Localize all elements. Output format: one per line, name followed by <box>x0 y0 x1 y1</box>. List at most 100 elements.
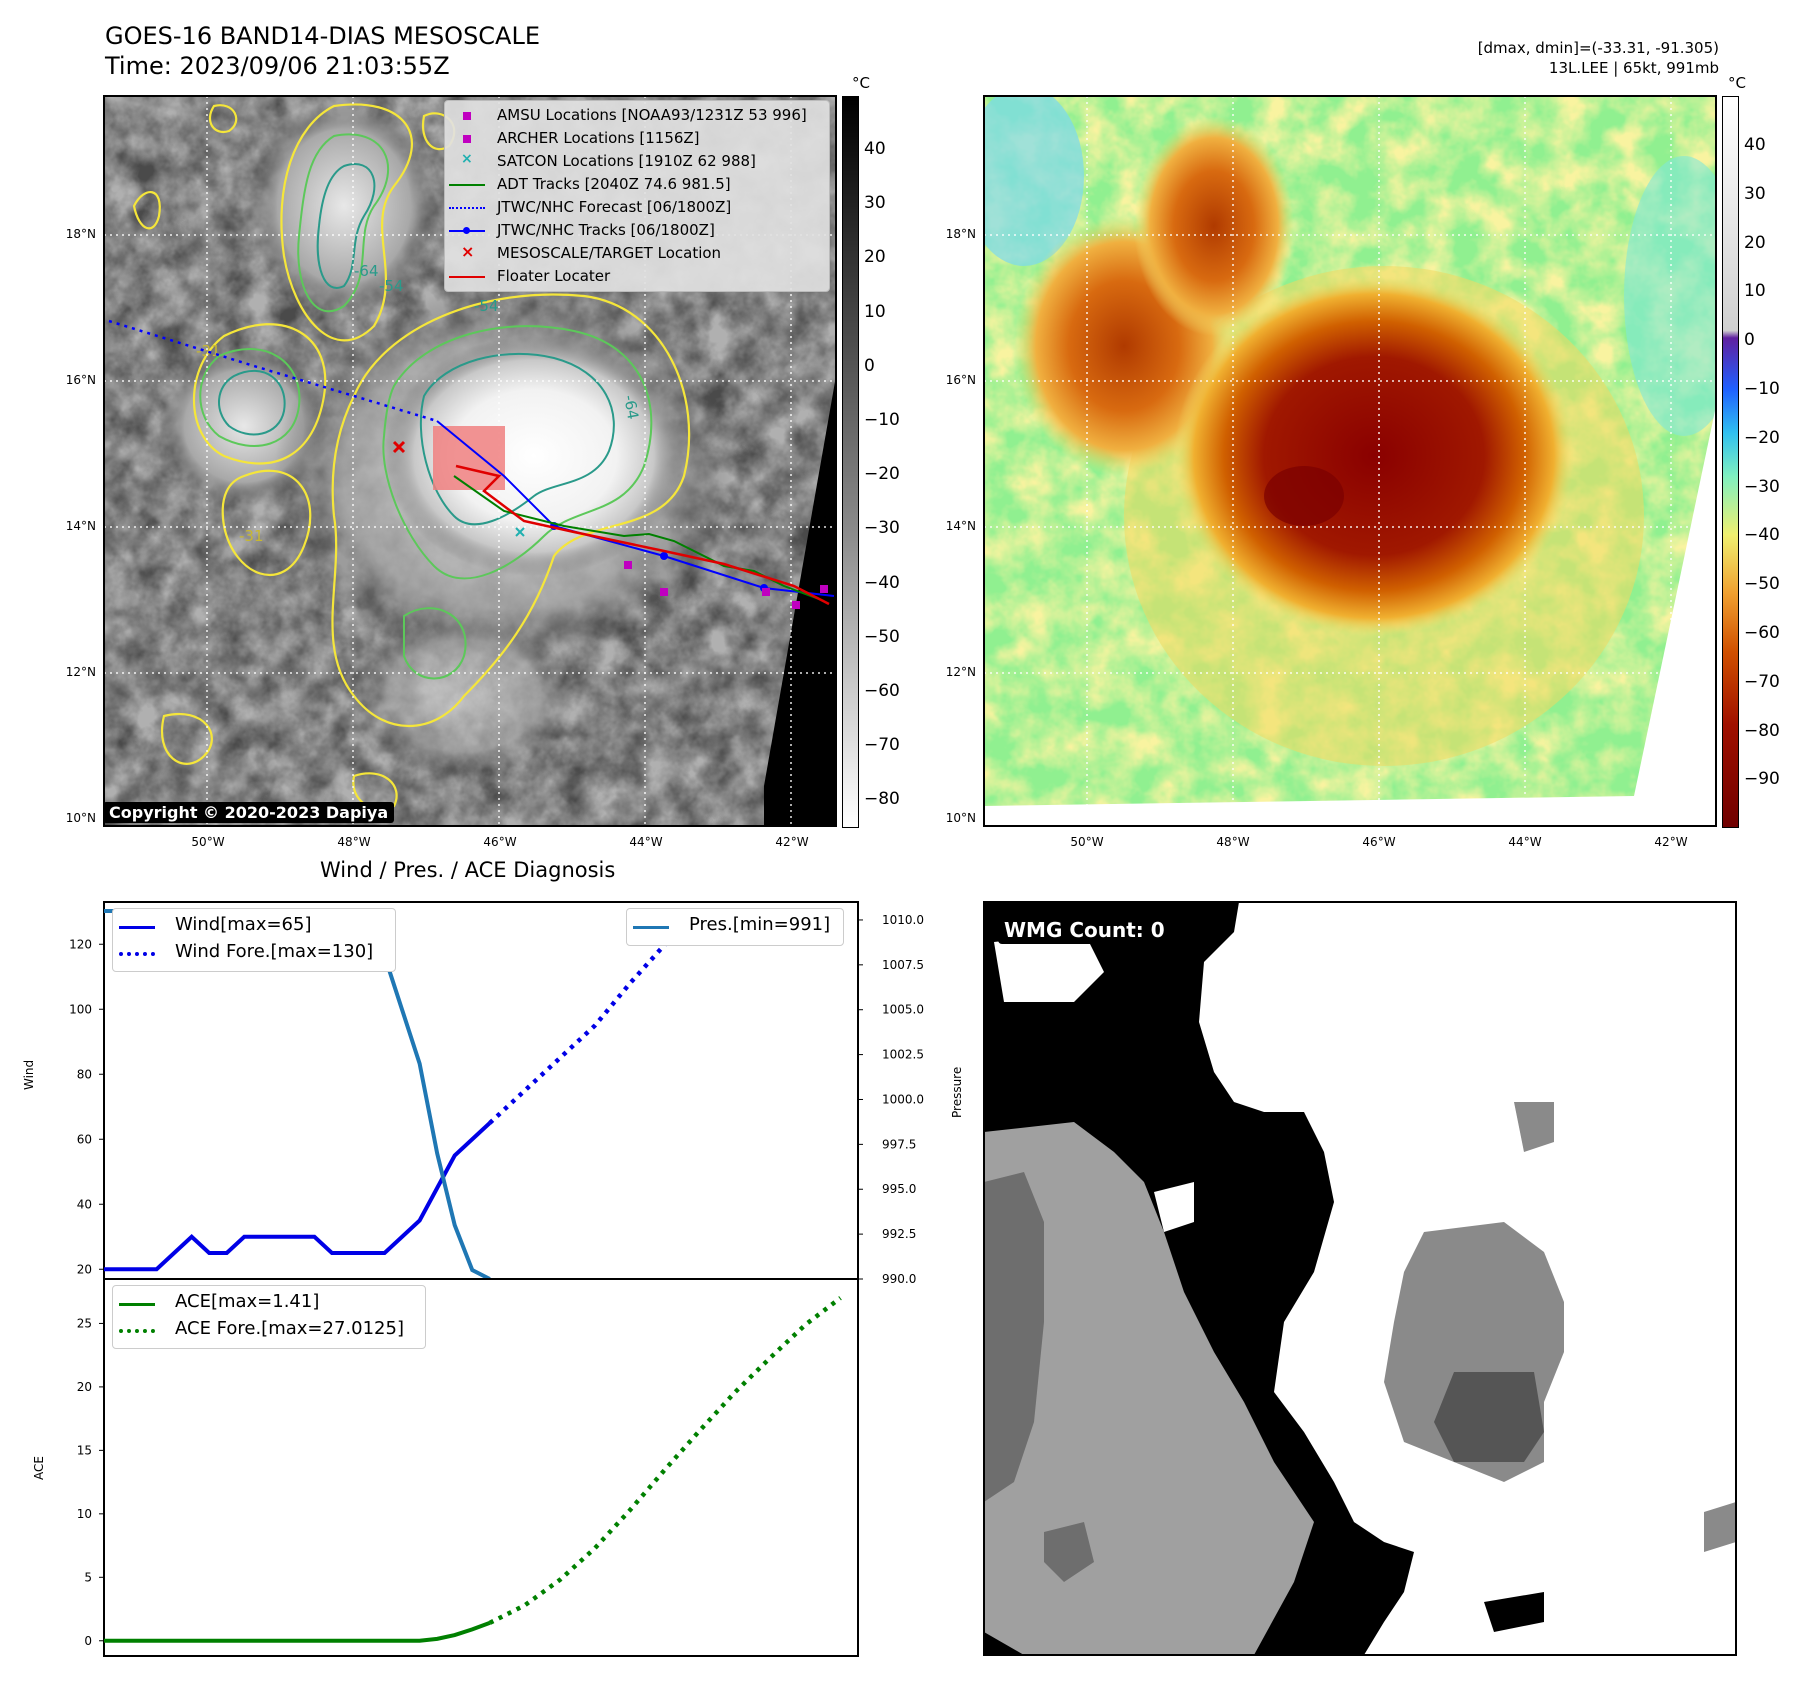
y-tick-label: 120 <box>69 937 92 951</box>
y-right-tick-label: 992.5 <box>882 1227 916 1241</box>
dmax-dmin-text: [dmax, dmin]=(-33.31, -91.305) <box>1477 39 1719 57</box>
jtwc-forecast-line-icon <box>449 207 485 209</box>
lon-label: 50°W <box>191 835 225 849</box>
y-tick-label: 0 <box>84 1634 92 1648</box>
archer-marker-icon <box>463 135 471 143</box>
ace-forecast-line-icon <box>119 1329 155 1333</box>
colorbar-tick: 30 <box>864 193 886 214</box>
contour-label: -64 <box>620 394 642 421</box>
floater-locator-track <box>455 464 830 606</box>
color-colorbar <box>1722 96 1739 828</box>
y-right-tick-label: 990.0 <box>882 1272 916 1286</box>
series-line-ace <box>104 1620 491 1643</box>
y-tick-label: 60 <box>77 1132 92 1146</box>
wmg-frame <box>983 901 1737 1656</box>
series-line-wind <box>104 1121 492 1272</box>
colorbar-tick: −90 <box>1744 769 1780 790</box>
colorbar-tick: −30 <box>864 518 900 539</box>
legend-amsu: AMSU Locations [NOAA93/1231Z 53 996] <box>497 106 807 124</box>
contour-label: -54 <box>474 297 499 315</box>
jtwc-track-dot-icon <box>463 227 470 234</box>
lat-label: 14°N <box>945 519 976 533</box>
colorbar-tick: −80 <box>1744 720 1780 741</box>
ace-legend: ACE[max=1.41] ACE Fore.[max=27.0125] <box>112 1285 426 1349</box>
y-tick-label: 100 <box>69 1002 92 1016</box>
colorbar-tick: −70 <box>1744 671 1780 692</box>
adt-line-icon <box>449 184 485 186</box>
colorbar-tick: 10 <box>864 301 886 322</box>
legend-archer: ARCHER Locations [1156Z] <box>497 129 700 147</box>
colorbar-tick: −40 <box>864 572 900 593</box>
lon-label: 42°W <box>775 835 809 849</box>
target-marker-icon: × <box>461 242 475 261</box>
lon-label: 42°W <box>1654 835 1688 849</box>
y-tick-label: 20 <box>77 1262 92 1276</box>
pressure-axis-label: Pressure <box>950 1066 964 1118</box>
map-legend: AMSU Locations [NOAA93/1231Z 53 996] ARC… <box>444 100 830 292</box>
colorbar-tick: 20 <box>864 247 886 268</box>
y-right-tick-label: 1007.5 <box>882 958 924 972</box>
y-right-tick-label: 1010.0 <box>882 913 924 927</box>
colorbar-tick: −60 <box>864 681 900 701</box>
lat-label: 18°N <box>945 227 976 241</box>
grayscale-colorbar <box>842 96 859 828</box>
lon-label: 48°W <box>337 835 371 849</box>
y-right-tick-label: 1000.0 <box>882 1092 924 1106</box>
jtwc-track <box>436 420 835 597</box>
contour-label: -31 <box>239 527 264 545</box>
y-tick-label: 20 <box>77 1380 92 1394</box>
legend-ace-forecast: ACE Fore.[max=27.0125] <box>175 1318 404 1339</box>
colorbar-unit: °C <box>1728 74 1746 92</box>
wind-axis-label: Wind <box>22 1059 36 1090</box>
colorbar-tick: −10 <box>1744 379 1780 399</box>
wmg-panel <box>984 902 1736 1655</box>
wmg-count-badge: WMG Count: 0 <box>998 916 1171 944</box>
figure-time: Time: 2023/09/06 21:03:55Z <box>105 52 450 80</box>
colorbar-tick: −20 <box>1744 427 1780 448</box>
y-tick-label: 5 <box>84 1570 92 1584</box>
legend-jtwc-tracks: JTWC/NHC Tracks [06/1800Z] <box>497 221 715 239</box>
colorbar-tick: 0 <box>864 355 875 376</box>
legend-wind-forecast: Wind Fore.[max=130] <box>175 941 374 962</box>
colorbar-tick: −70 <box>864 735 900 756</box>
amsu-marker-icon <box>463 112 471 120</box>
legend-pressure: Pres.[min=991] <box>689 914 831 935</box>
lat-label: 16°N <box>945 373 976 387</box>
satcon-marker-icon: × <box>461 151 473 167</box>
floater-line-icon <box>449 276 485 278</box>
lon-label: 48°W <box>1216 835 1250 849</box>
colorbar-tick: −80 <box>864 789 900 810</box>
y-right-tick-label: 1002.5 <box>882 1048 924 1062</box>
y-tick-label: 80 <box>77 1067 92 1081</box>
ace-axis-label: ACE <box>32 1456 46 1480</box>
contour-label: -64 <box>354 262 379 280</box>
floater-box <box>433 426 505 490</box>
copyright-badge: Copyright © 2020-2023 Dapiya <box>103 802 395 823</box>
colorbar-tick: −50 <box>864 626 900 647</box>
y-tick-label: 10 <box>77 1507 92 1521</box>
colorbar-tick: −50 <box>1744 574 1780 595</box>
colorbar-tick: −60 <box>1744 623 1780 643</box>
ir-map-frame <box>103 95 837 827</box>
y-tick-label: 15 <box>77 1443 92 1457</box>
legend-jtwc-forecast: JTWC/NHC Forecast [06/1800Z] <box>497 198 732 216</box>
y-right-tick-label: 995.0 <box>882 1182 916 1196</box>
legend-wind: Wind[max=65] <box>175 914 312 935</box>
colorbar-tick: −20 <box>864 464 900 485</box>
wind-forecast-line-icon <box>119 952 155 956</box>
ir-color-svg <box>984 96 1716 826</box>
color-map-frame <box>983 95 1717 827</box>
pressure-legend: Pres.[min=991] <box>626 908 844 946</box>
colorbar-tick: 40 <box>864 139 886 159</box>
lat-label: 12°N <box>945 665 976 679</box>
colorbar-tick: −30 <box>1744 476 1780 497</box>
chart-title: Wind / Pres. / ACE Diagnosis <box>320 858 616 882</box>
lat-label: 14°N <box>65 519 96 533</box>
colorbar-tick: 10 <box>1744 281 1766 302</box>
ir-color-map <box>984 96 1716 826</box>
pressure-line-icon <box>633 926 669 929</box>
lon-label: 44°W <box>629 835 663 849</box>
legend-floater: Floater Locater <box>497 267 611 285</box>
wind-legend: Wind[max=65] Wind Fore.[max=130] <box>112 908 396 972</box>
legend-adt: ADT Tracks [2040Z 74.6 981.5] <box>497 175 731 193</box>
